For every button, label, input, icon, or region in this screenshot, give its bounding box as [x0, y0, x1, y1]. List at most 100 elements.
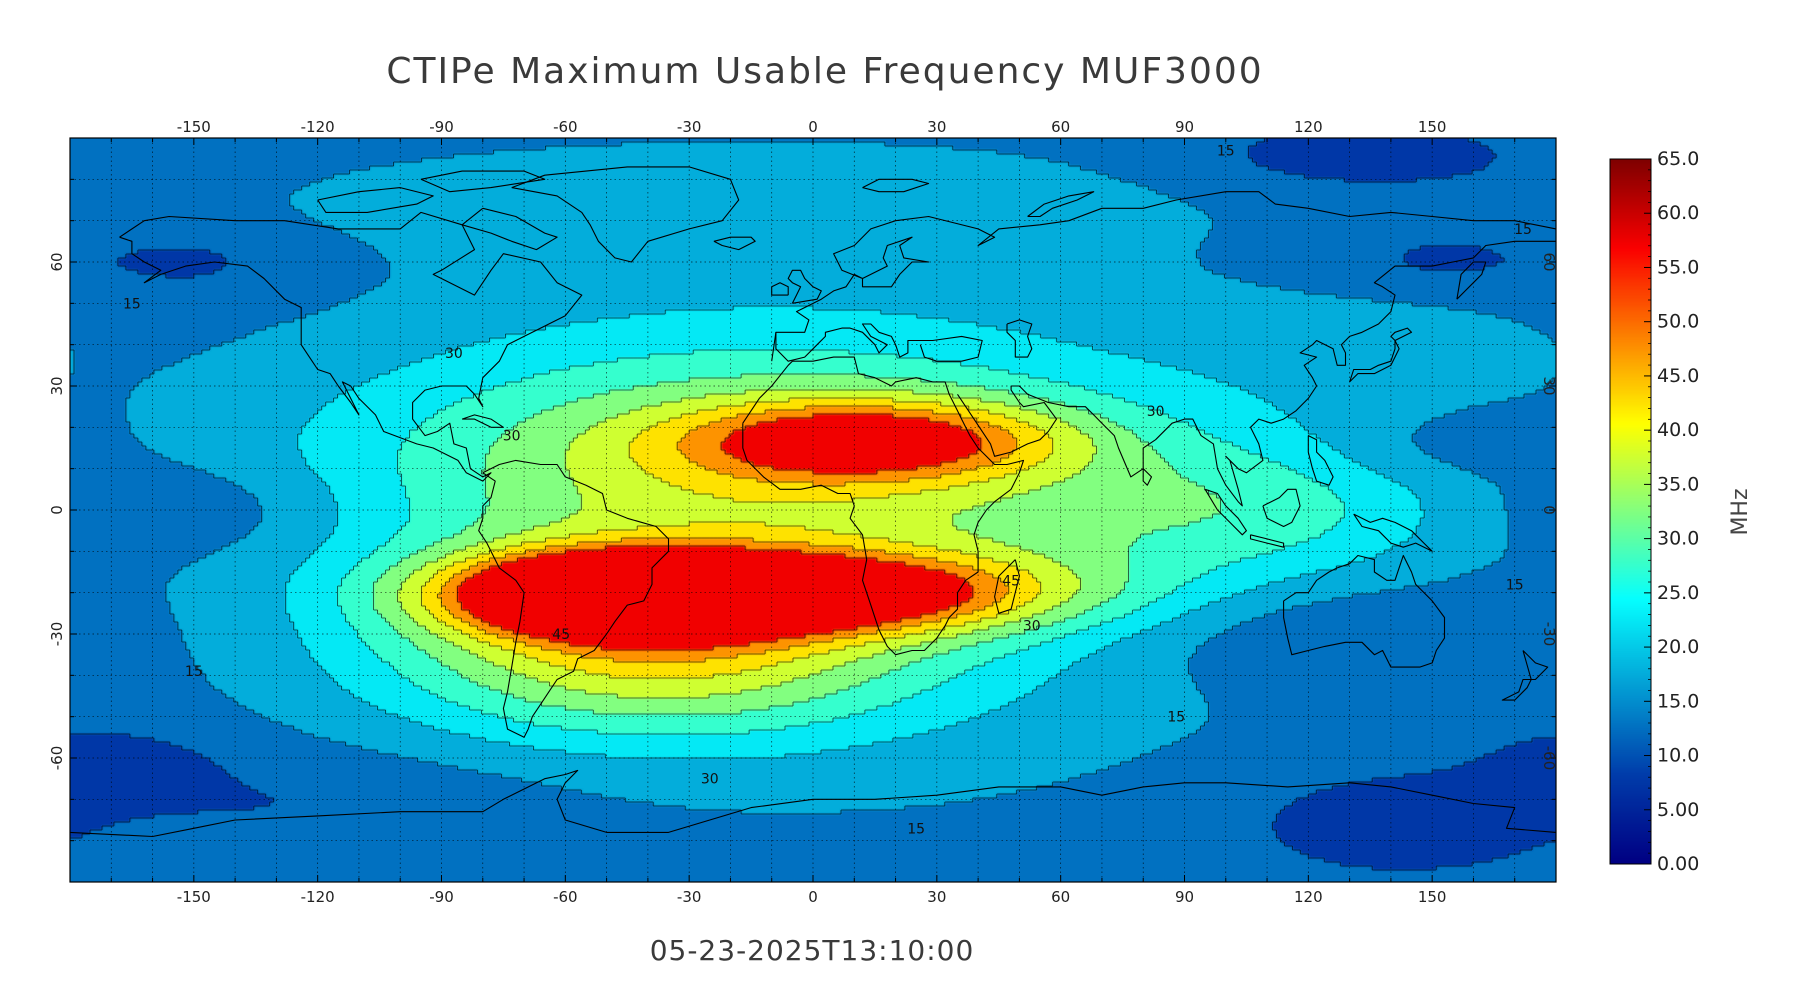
x-tick-label-bottom: -150: [177, 888, 211, 906]
colorbar-tick-label: 10.0: [1657, 745, 1699, 767]
axis-tick-labels: -150 -150 -120 -120 -90 -90 -60 -60 -30 -30 0 0 30 30…: [48, 118, 1558, 906]
colorbar-tick-label: 60.0: [1657, 202, 1699, 224]
contour-label: 30: [1023, 619, 1041, 635]
contour-label: 30: [1147, 404, 1165, 420]
x-tick-label-bottom: -90: [429, 888, 454, 906]
contour-label: 45: [1002, 573, 1020, 589]
coastline-novaya-zemlya: [1027, 191, 1095, 218]
frame-ticks: [69, 137, 1557, 883]
colorbar-tick-label: 40.0: [1657, 419, 1699, 441]
y-tick-label-right: 0: [1540, 505, 1558, 515]
x-tick-label-top: -90: [429, 118, 454, 136]
x-tick-label-top: 120: [1294, 118, 1323, 136]
contour-label: 15: [1167, 710, 1185, 726]
coastline-baffin: [461, 207, 558, 251]
x-tick-label-top: -150: [177, 118, 211, 136]
y-tick-label-left: 60: [48, 252, 66, 271]
colorbar-tick-label: 30.0: [1657, 528, 1699, 550]
colorbar-tick-label: 45.0: [1657, 365, 1699, 387]
y-tick-label-left: -60: [48, 746, 66, 771]
x-tick-label-top: -30: [677, 118, 702, 136]
y-tick-label-left: 0: [48, 505, 66, 515]
contour-label: 15: [907, 821, 925, 837]
x-tick-label-bottom: -120: [301, 888, 335, 906]
y-tick-label-right: -60: [1540, 746, 1558, 771]
contour-lines: [70, 138, 1556, 871]
coastline-greenland: [511, 166, 740, 263]
colorbar-tick-label: 25.0: [1657, 582, 1699, 604]
x-tick-label-bottom: -30: [677, 888, 702, 906]
colorbar-tick-label: 55.0: [1657, 256, 1699, 278]
colorbar-unit-label: MHz: [1728, 488, 1753, 535]
coastline-australia: [1283, 554, 1446, 668]
contour-label: 30: [503, 429, 521, 445]
coastline-antarctica: [69, 769, 1557, 838]
y-tick-label-left: -30: [48, 622, 66, 647]
coastline-med-south-europe: [775, 323, 983, 362]
x-tick-label-bottom: 60: [1051, 888, 1070, 906]
coastline-uk: [787, 269, 822, 304]
contour-path: [70, 138, 1556, 871]
x-tick-label-bottom: 30: [927, 888, 946, 906]
colorbar-tick-label: 50.0: [1657, 311, 1699, 333]
colorbar-gradient: [1610, 159, 1651, 864]
coastline-philippines: [1307, 435, 1334, 486]
contour-label: 15: [123, 296, 141, 312]
x-tick-label-bottom: 0: [808, 888, 818, 906]
x-tick-label-top: -60: [553, 118, 578, 136]
colorbar-tick-label: 15.0: [1657, 690, 1699, 712]
contour-label: 30: [445, 346, 463, 362]
coastline-arctic-islands-1: [317, 187, 434, 213]
chart-title: CTIPe Maximum Usable Frequency MUF3000: [386, 51, 1263, 92]
coastline-caspian: [1006, 319, 1033, 358]
colorbar-frame: [1609, 158, 1652, 865]
contour-label: 30: [701, 772, 719, 788]
coastline-new-guinea: [1353, 513, 1433, 552]
colorbar: 65.0 60.0 55.0 50.0 45.0 40.0 35.0 30.0 25.0 20.0…: [1609, 148, 1753, 875]
x-tick-label-bottom: 150: [1418, 888, 1447, 906]
map-plot-area: 15 15 15 15 15 15 15 30 30 30 30 30 45 45: [69, 137, 1557, 883]
coastline-indonesia-1: [1204, 488, 1247, 536]
coastline-asia-south: [1011, 240, 1556, 507]
x-tick-label-top: 60: [1051, 118, 1070, 136]
coastline-borneo: [1262, 488, 1301, 528]
colorbar-tick-label: 20.0: [1657, 636, 1699, 658]
contour-labels: 15 15 15 15 15 15 15 30 30 30 30 30 45 45: [123, 143, 1532, 837]
contour-label: 15: [185, 664, 203, 680]
coastline-japan: [1349, 327, 1413, 383]
contour-label: 15: [1506, 577, 1524, 593]
coastline-ireland: [771, 282, 789, 296]
x-tick-label-top: -120: [301, 118, 335, 136]
coastline-europe: [771, 191, 1557, 362]
coastline-africa: [742, 356, 1025, 656]
coastline-arabia: [957, 386, 1058, 457]
y-tick-label-right: 30: [1540, 376, 1558, 395]
coastline-kamchatka: [1456, 261, 1487, 300]
coastline-madagascar: [994, 559, 1020, 614]
colorbar-tick-label: 0.00: [1657, 853, 1699, 875]
y-tick-label-right: -30: [1540, 622, 1558, 647]
x-tick-label-top: 90: [1175, 118, 1194, 136]
coastlines: [69, 166, 1557, 838]
colorbar-tick-label: 5.00: [1657, 799, 1699, 821]
colorbar-ticks: 65.0 60.0 55.0 50.0 45.0 40.0 35.0 30.0 25.0 20.0…: [1644, 148, 1699, 875]
map-gridlines: [70, 138, 1556, 882]
coastline-new-zealand: [1501, 650, 1549, 701]
x-tick-label-bottom: 90: [1175, 888, 1194, 906]
contour-label: 45: [552, 627, 570, 643]
coastline-arctic-islands-2: [420, 170, 546, 193]
x-tick-label-top: 150: [1418, 118, 1447, 136]
timestamp-label: 05-23-2025T13:10:00: [650, 934, 975, 967]
x-tick-label-bottom: 120: [1294, 888, 1323, 906]
contour-label: 15: [1217, 143, 1235, 159]
x-tick-label-top: 0: [808, 118, 818, 136]
x-tick-label-bottom: -60: [553, 888, 578, 906]
y-tick-label-left: 30: [48, 376, 66, 395]
y-tick-label-right: 60: [1540, 252, 1558, 271]
coastline-north-america: [119, 211, 583, 482]
colorbar-tick-label: 65.0: [1657, 148, 1699, 170]
contour-label: 15: [1514, 222, 1532, 238]
coastline-svalbard: [862, 178, 930, 193]
x-tick-label-top: 30: [927, 118, 946, 136]
